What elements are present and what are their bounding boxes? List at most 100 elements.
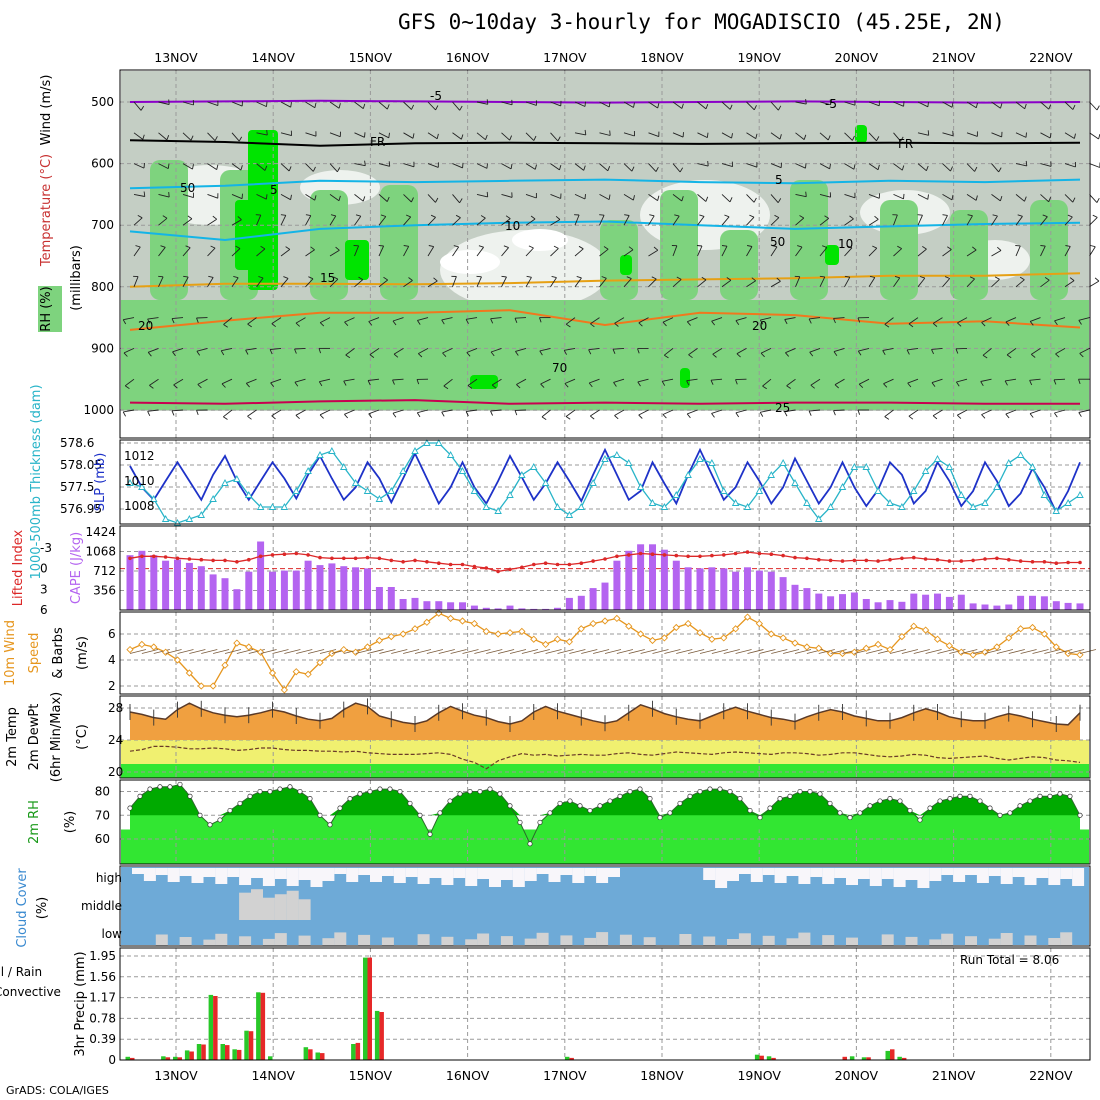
wind-barb [893, 214, 898, 226]
ylabel-slp: SLP (mb) [93, 453, 108, 512]
cloud-layer-label-low: low [102, 927, 123, 941]
wind-barb-flag [590, 415, 595, 420]
cape-bar [530, 608, 538, 610]
cape-bar [898, 601, 906, 610]
thickness-marker [565, 511, 574, 518]
wind-barb-flag [608, 194, 611, 200]
cloud-low-gray [155, 934, 168, 946]
wind-barb [305, 215, 312, 226]
wind-barb-flag [901, 165, 905, 171]
ylabel-2m-rh: 2m RH [27, 800, 42, 844]
grid-lines [120, 70, 1090, 1061]
rh2m-marker [657, 815, 663, 821]
cloud-middle-gray [239, 892, 252, 920]
wind-barb [882, 347, 894, 351]
wind-barb [147, 409, 159, 412]
thickness-marker [921, 467, 930, 474]
rh2m-marker [617, 793, 623, 799]
wind-barb-flag [416, 412, 421, 418]
wind-barb [515, 347, 527, 352]
wind10-marker [613, 614, 621, 623]
thickness-marker [672, 491, 681, 498]
wind10-marker [921, 626, 930, 634]
precip-total-bar [303, 1047, 309, 1060]
wind10-barb [937, 649, 954, 654]
wind-barb-flag [220, 350, 225, 356]
wind-barb [466, 317, 478, 320]
wind-barb [1040, 163, 1052, 167]
wind-barb [1055, 348, 1066, 355]
lifted-index-marker [365, 555, 370, 560]
cloud-high-clear [429, 868, 442, 878]
wind-barb-flag [453, 245, 459, 248]
wind-barb-flag [922, 246, 927, 250]
lifted-index-marker [543, 561, 548, 565]
date-label-top: 22NOV [1029, 50, 1073, 65]
cloud-high-clear [215, 868, 228, 884]
wind-barb [417, 317, 429, 321]
wind-barb [574, 101, 586, 107]
wind10-barb [355, 649, 372, 654]
cloud-low-gray [738, 933, 751, 946]
cloud-high-clear [370, 868, 382, 882]
wind-barb [672, 245, 678, 257]
wind-barb-flag [624, 214, 630, 216]
date-label-top: 18NOV [640, 50, 684, 65]
wind-barb [833, 317, 845, 319]
wind-barb [664, 348, 674, 356]
wind-barb [1064, 280, 1075, 288]
wind10-barb [521, 649, 539, 654]
series-1000-500mb-thickness [129, 442, 1081, 524]
wind-barb [770, 246, 778, 257]
wind-barb-flag [557, 136, 561, 142]
wind-barb-flag [1042, 214, 1048, 218]
rh2m-marker [847, 815, 853, 821]
wind-barb [207, 218, 217, 226]
wind10-barb [165, 649, 182, 654]
wind-barb [697, 279, 707, 288]
wind-barb [810, 378, 821, 386]
panel-frame-prec [119, 947, 1091, 1061]
wind-barb-flag [651, 276, 657, 280]
wind-barb-flag [982, 354, 988, 359]
wind-barb-flag [555, 215, 561, 220]
precip-total-bar [232, 1049, 237, 1060]
precip-total-bar [351, 1044, 356, 1060]
wind-barb-flag [999, 195, 1003, 202]
cape-bar [126, 555, 134, 610]
wind-barb [721, 132, 732, 139]
date-label-top: 13NOV [154, 50, 198, 65]
wind-barb-flag [676, 276, 682, 280]
cloud-low-gray [381, 937, 394, 946]
wind-barb [158, 132, 168, 141]
rh-70-column [880, 200, 918, 300]
wind-barb-flag [514, 410, 518, 416]
lifted-index-marker [674, 553, 679, 558]
wind-barb [329, 215, 337, 226]
cape-bar [304, 560, 312, 610]
cloud-high-clear [524, 868, 537, 881]
wind-barb [966, 249, 977, 257]
wind-barb-flag [799, 215, 805, 219]
wind10-marker [387, 632, 395, 641]
wind-barb [858, 347, 870, 352]
lifted-index-marker [223, 558, 227, 563]
wind-barb [893, 132, 901, 142]
thickness-marker [363, 487, 372, 494]
wind10-barb [1008, 649, 1025, 654]
cloud-low-gray [643, 937, 656, 946]
wind-barb [795, 217, 805, 226]
wind-barb-flag [430, 214, 436, 218]
wind-barb-flag [822, 245, 828, 248]
wind-barb [1040, 194, 1050, 203]
wind-barb [884, 409, 894, 417]
wind-barb [893, 277, 901, 288]
wind-barb [819, 276, 826, 287]
wind-barb-flag [657, 195, 660, 201]
precip-total-bar [173, 1056, 178, 1060]
wind-barb [599, 101, 610, 108]
cape-bar [649, 544, 656, 610]
wind-barb [466, 347, 478, 353]
li-tick: 3 [40, 582, 48, 596]
thickness-tick: 576.95 [60, 502, 102, 516]
